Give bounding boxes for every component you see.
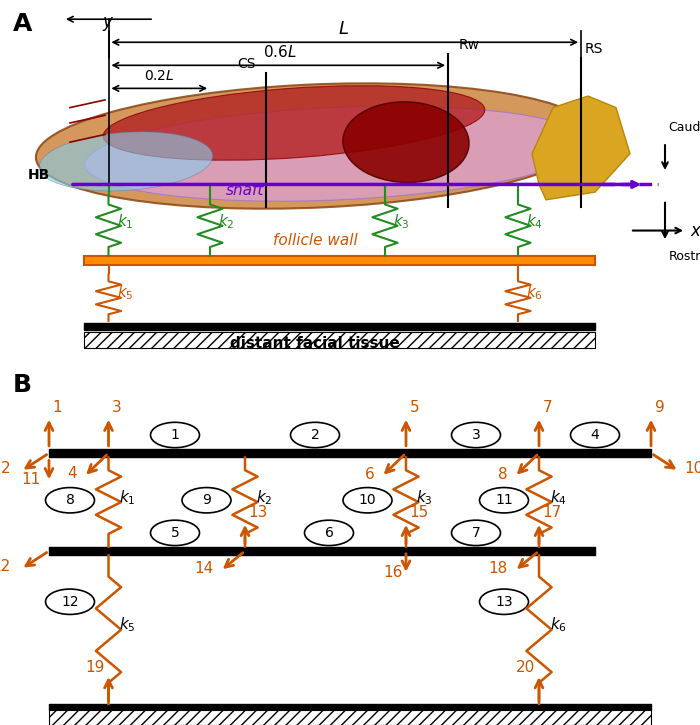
Text: 10: 10 — [358, 493, 377, 508]
Text: 18: 18 — [489, 560, 508, 576]
Text: 8: 8 — [498, 467, 508, 482]
FancyBboxPatch shape — [84, 331, 595, 348]
Text: 1: 1 — [52, 400, 62, 415]
Text: $0.2L$: $0.2L$ — [144, 69, 175, 83]
Text: 17: 17 — [542, 505, 561, 521]
Text: 14: 14 — [195, 560, 214, 576]
Text: 13: 13 — [248, 505, 268, 521]
Text: 11: 11 — [21, 472, 41, 487]
Text: $k_2$: $k_2$ — [218, 212, 235, 231]
Text: 8: 8 — [66, 493, 74, 508]
Ellipse shape — [85, 106, 587, 202]
Text: HB: HB — [27, 167, 50, 182]
Text: 2: 2 — [1, 461, 10, 476]
Text: $k_3$: $k_3$ — [393, 212, 410, 231]
Text: 5: 5 — [171, 526, 179, 540]
Text: 9: 9 — [202, 493, 211, 508]
Text: 2: 2 — [311, 428, 319, 442]
Text: 4: 4 — [67, 466, 77, 481]
Text: 19: 19 — [85, 660, 105, 676]
Text: $x$: $x$ — [690, 222, 700, 239]
Text: 6: 6 — [365, 467, 374, 482]
Polygon shape — [532, 96, 630, 200]
Text: 4: 4 — [591, 428, 599, 442]
Text: distant facial tissue: distant facial tissue — [230, 336, 400, 351]
Text: 7: 7 — [472, 526, 480, 540]
Text: $y$: $y$ — [102, 15, 115, 33]
Text: RS: RS — [584, 42, 603, 56]
Text: Rw: Rw — [458, 38, 480, 52]
Text: CS: CS — [237, 57, 256, 71]
Ellipse shape — [39, 132, 213, 191]
Text: 6: 6 — [325, 526, 333, 540]
Text: 9: 9 — [654, 400, 664, 415]
Text: 12: 12 — [61, 594, 79, 609]
Text: $k_3$: $k_3$ — [416, 488, 433, 507]
FancyBboxPatch shape — [84, 323, 595, 330]
Text: 3: 3 — [112, 400, 122, 415]
Text: $k_6$: $k_6$ — [526, 283, 543, 302]
Text: $k_5$: $k_5$ — [119, 615, 136, 634]
Text: $k_2$: $k_2$ — [256, 488, 272, 507]
Ellipse shape — [103, 86, 485, 160]
Text: 13: 13 — [495, 594, 513, 609]
Text: 10: 10 — [685, 461, 700, 476]
Text: 15: 15 — [410, 505, 428, 521]
Text: Rostral: Rostral — [668, 249, 700, 262]
FancyBboxPatch shape — [84, 255, 595, 265]
Text: $k_5$: $k_5$ — [117, 283, 134, 302]
Text: $k_1$: $k_1$ — [117, 212, 134, 231]
Ellipse shape — [36, 83, 594, 209]
Text: $0.6L$: $0.6L$ — [263, 44, 297, 59]
Text: 7: 7 — [542, 400, 552, 415]
Text: 11: 11 — [495, 493, 513, 508]
Text: $k_4$: $k_4$ — [526, 212, 543, 231]
FancyBboxPatch shape — [49, 710, 651, 725]
Text: $L$: $L$ — [337, 20, 349, 38]
Text: 3: 3 — [472, 428, 480, 442]
Text: 12: 12 — [0, 559, 10, 574]
Text: 5: 5 — [410, 400, 419, 415]
Text: follicle wall: follicle wall — [272, 233, 358, 248]
Text: A: A — [13, 12, 32, 36]
Text: $k_6$: $k_6$ — [550, 615, 566, 634]
Text: shaft: shaft — [226, 183, 264, 198]
Text: $k_4$: $k_4$ — [550, 488, 566, 507]
Text: 1: 1 — [171, 428, 179, 442]
Text: Caudal: Caudal — [668, 122, 700, 135]
Text: 20: 20 — [517, 660, 536, 676]
Text: B: B — [13, 373, 32, 397]
Text: 16: 16 — [383, 565, 402, 580]
Ellipse shape — [343, 102, 469, 183]
Text: $k_1$: $k_1$ — [119, 488, 136, 507]
